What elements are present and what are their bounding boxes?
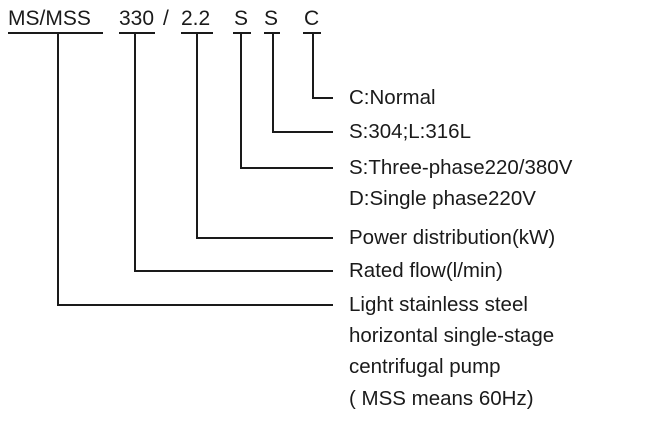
desc-material: S:304;L:316L [349, 120, 471, 143]
flow-underline [119, 32, 155, 34]
code-separator: / [163, 7, 169, 30]
desc-series-line2: horizontal single-stage [349, 324, 555, 347]
desc-phase-line2: D:Single phase220V [349, 187, 536, 210]
code-series: MS/MSS [8, 7, 91, 30]
desc-phase-line1: S:Three-phase220/380V [349, 156, 573, 179]
desc-series-line3: centrifugal pump [349, 355, 501, 378]
code-phase: S [264, 7, 279, 30]
desc-flow: Rated flow(l/min) [349, 259, 503, 282]
code-flow: 330 [119, 7, 155, 30]
series-underline [8, 32, 103, 34]
desc-series-line4: ( MSS means 60Hz) [349, 387, 534, 410]
desc-series-line1: Light stainless steel [349, 293, 528, 316]
desc-seal: C:Normal [349, 86, 436, 109]
code-material: S [234, 7, 249, 30]
desc-power: Power distribution(kW) [349, 226, 556, 249]
code-seal: C [304, 7, 320, 30]
code-power: 2.2 [181, 7, 211, 30]
